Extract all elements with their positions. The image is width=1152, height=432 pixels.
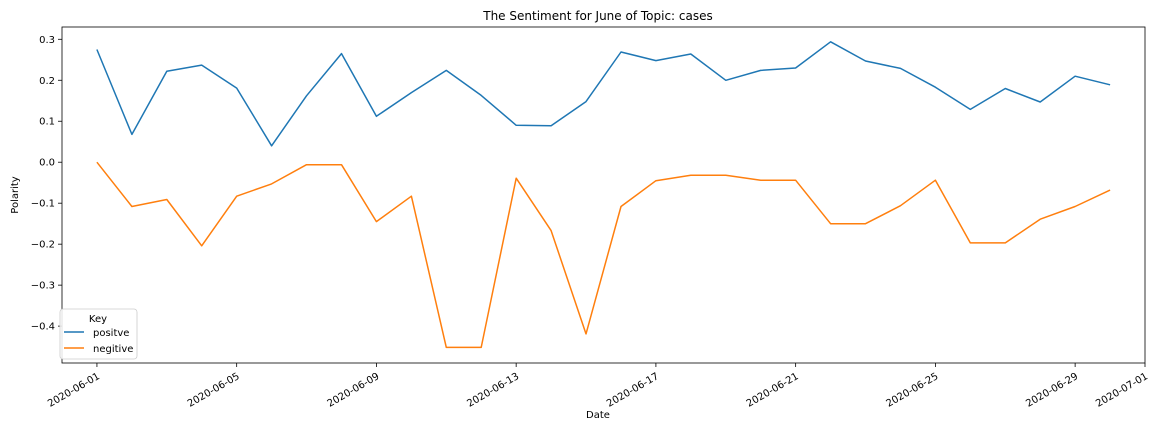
series-line-positve <box>96 41 1111 147</box>
x-axis-label: Date <box>586 410 610 421</box>
y-tick-label: 0.2 <box>39 76 55 87</box>
legend-box <box>59 308 138 360</box>
y-axis-label: Polarity <box>10 176 21 214</box>
series-layer <box>96 41 1111 349</box>
chart-title: The Sentiment for June of Topic: cases <box>482 9 713 23</box>
y-tick-label: 0.3 <box>39 35 55 46</box>
y-tick-label: 0.0 <box>39 158 55 169</box>
y-tick-label: −0.3 <box>31 281 55 292</box>
series-line-negitive <box>96 161 1111 349</box>
y-tick-label: −0.1 <box>31 199 55 210</box>
y-tick-label: 0.1 <box>39 117 55 128</box>
legend: Key positve negitive <box>59 308 138 360</box>
y-tick-label: −0.2 <box>31 240 55 251</box>
plot-area-frame <box>61 26 1146 364</box>
legend-title: Key <box>89 314 107 325</box>
legend-label-positve: positve <box>93 328 129 339</box>
y-tick-label: −0.4 <box>31 322 55 333</box>
legend-label-negitive: negitive <box>93 344 133 355</box>
